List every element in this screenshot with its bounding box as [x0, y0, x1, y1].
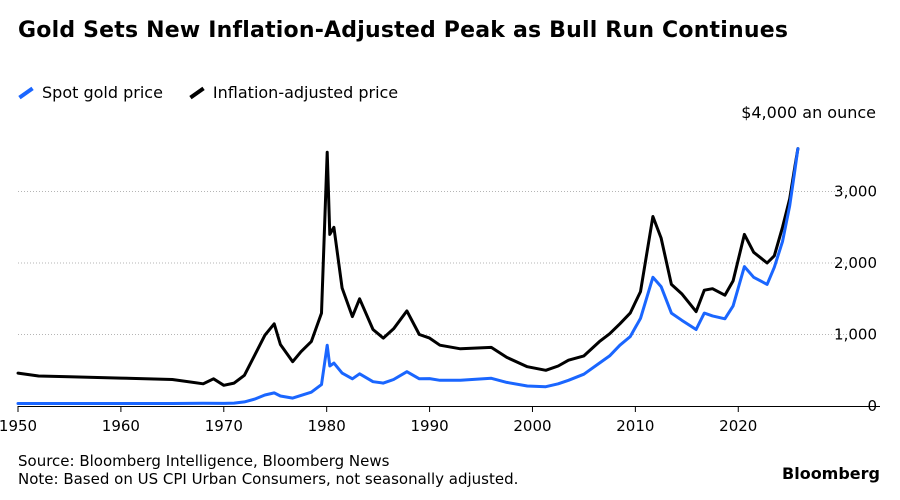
legend-label-adjusted: Inflation-adjusted price: [212, 83, 399, 102]
x-tick-label-1990: 1990: [410, 417, 448, 435]
x-tick-label-2020: 2020: [719, 417, 757, 435]
legend-label-spot: Spot gold price: [42, 83, 163, 102]
x-tick-label-2010: 2010: [616, 417, 654, 435]
legend-item-adjusted: Inflation-adjusted price: [189, 83, 398, 102]
methodology-note: Note: Based on US CPI Urban Consumers, n…: [18, 470, 519, 488]
y-unit-label: $4,000 an ounce: [741, 103, 876, 122]
source-note: Source: Bloomberg Intelligence, Bloomber…: [18, 452, 390, 470]
x-tick-label-1970: 1970: [205, 417, 243, 435]
x-tick-label-1960: 1960: [102, 417, 140, 435]
y-tick-label-2000: 2,000: [834, 254, 877, 272]
y-tick-label-3000: 3,000: [834, 183, 877, 201]
legend-item-spot: Spot gold price: [18, 83, 163, 102]
x-tick-label-2000: 2000: [513, 417, 551, 435]
legend: Spot gold price Inflation-adjusted price: [18, 83, 424, 102]
bloomberg-logo: Bloomberg: [782, 464, 880, 483]
footer-notes: Source: Bloomberg Intelligence, Bloomber…: [18, 452, 518, 488]
x-tick-label-1980: 1980: [308, 417, 346, 435]
x-tick-label-1950: 1950: [0, 417, 37, 435]
y-tick-label-1000: 1,000: [834, 326, 877, 344]
chart-title: Gold Sets New Inflation-Adjusted Peak as…: [18, 18, 789, 43]
series-line-inflation-adjusted: [16, 147, 800, 387]
series-line-spot-gold: [16, 147, 800, 405]
